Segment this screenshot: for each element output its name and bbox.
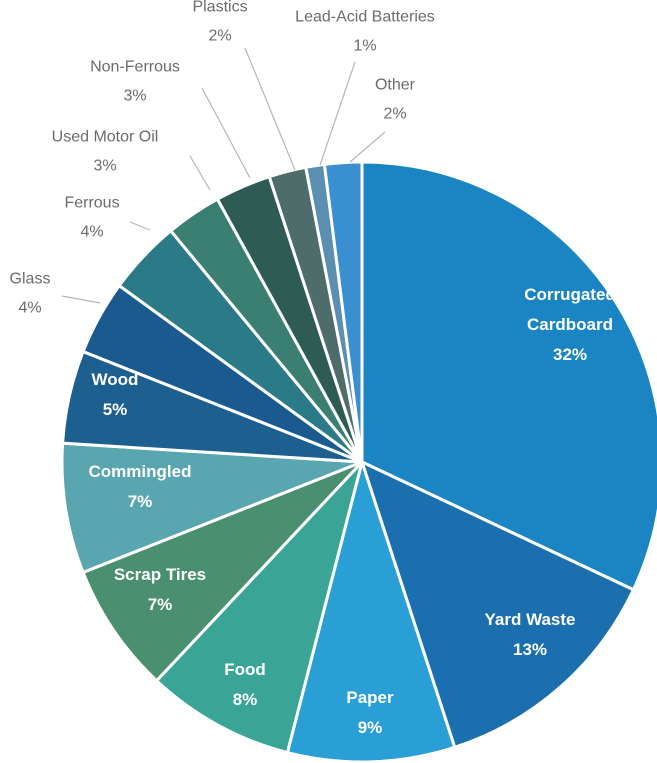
leader-lines <box>61 47 386 304</box>
slice-label-line: 9% <box>358 718 383 737</box>
slice-label-line: Used Motor Oil <box>52 129 159 146</box>
pie-slice-scrap-tires <box>81 460 364 683</box>
slice-label-yard-waste: Yard Waste 13% <box>484 610 575 659</box>
slice-label-line: Paper <box>346 688 394 707</box>
slice-label-commingled: Commingled 7% <box>89 462 192 511</box>
slice-label-line: 7% <box>148 595 173 614</box>
leader-line <box>129 221 151 231</box>
slice-label-line: Other <box>375 77 416 94</box>
slice-label-line: 7% <box>128 492 153 511</box>
slice-label-line: Wood <box>92 370 139 389</box>
slice-label-line: Non-Ferrous <box>90 59 180 76</box>
leader-line <box>349 131 386 163</box>
slice-label-used-motor-oil: Used Motor Oil 3% <box>52 129 159 175</box>
pie-slice-paper <box>285 456 457 763</box>
slice-label-other: Other 2% <box>375 77 416 123</box>
slice-label-line: 2% <box>383 106 406 123</box>
leader-line <box>201 87 251 179</box>
slice-label-line: 2% <box>208 28 231 45</box>
slice-label-line: Lead-Acid Batteries <box>295 9 435 26</box>
slice-label-scrap-tires: Scrap Tires 7% <box>114 565 206 614</box>
slice-label-plastics: Plastics 2% <box>192 0 247 45</box>
leader-line <box>319 61 356 166</box>
slice-label-food: Food 8% <box>224 660 266 709</box>
slice-label-line: 4% <box>80 224 103 241</box>
slice-label-line: 8% <box>233 690 258 709</box>
slice-label-line: Glass <box>10 271 51 288</box>
pie-slice-corrugated-cardboard <box>360 160 657 592</box>
slice-label-lead-acid-batteries: Lead-Acid Batteries 1% <box>295 9 435 55</box>
pie-slices <box>60 160 657 763</box>
slice-label-line: 5% <box>103 400 128 419</box>
slice-label-line: Ferrous <box>64 195 119 212</box>
slice-label-line: Scrap Tires <box>114 565 206 584</box>
slice-label-line: 13% <box>513 640 547 659</box>
slice-label-line: 32% <box>553 345 587 364</box>
slice-labels: Corrugated Cardboard 32% Yard Waste 13% Paper… <box>10 0 616 737</box>
slice-label-line: 3% <box>93 158 116 175</box>
slice-label-line: 1% <box>353 38 376 55</box>
slice-label-line: Plastics <box>192 0 247 16</box>
leader-line <box>189 155 211 191</box>
leader-line <box>61 295 101 304</box>
slice-label-non-ferrous: Non-Ferrous 3% <box>90 59 180 105</box>
slice-label-glass: Glass 4% <box>10 271 51 317</box>
leader-line <box>244 47 296 171</box>
pie-slice-commingled <box>60 441 363 575</box>
slice-label-line: Cardboard <box>527 315 613 334</box>
slice-label-wood: Wood 5% <box>92 370 139 419</box>
slice-label-corrugated-cardboard: Corrugated Cardboard 32% <box>524 285 616 364</box>
slice-label-line: Food <box>224 660 266 679</box>
slice-label-ferrous: Ferrous 4% <box>64 195 119 241</box>
pie-slice-yard-waste <box>359 459 636 750</box>
slice-label-line: 3% <box>123 88 146 105</box>
slice-label-line: Yard Waste <box>484 610 575 629</box>
slice-label-line: Commingled <box>89 462 192 481</box>
slice-label-paper: Paper 9% <box>346 688 394 737</box>
slice-label-line: 4% <box>18 300 41 317</box>
pie-slice-food <box>154 460 364 755</box>
pie-slice-other <box>322 160 364 463</box>
slice-label-line: Corrugated <box>524 285 616 304</box>
